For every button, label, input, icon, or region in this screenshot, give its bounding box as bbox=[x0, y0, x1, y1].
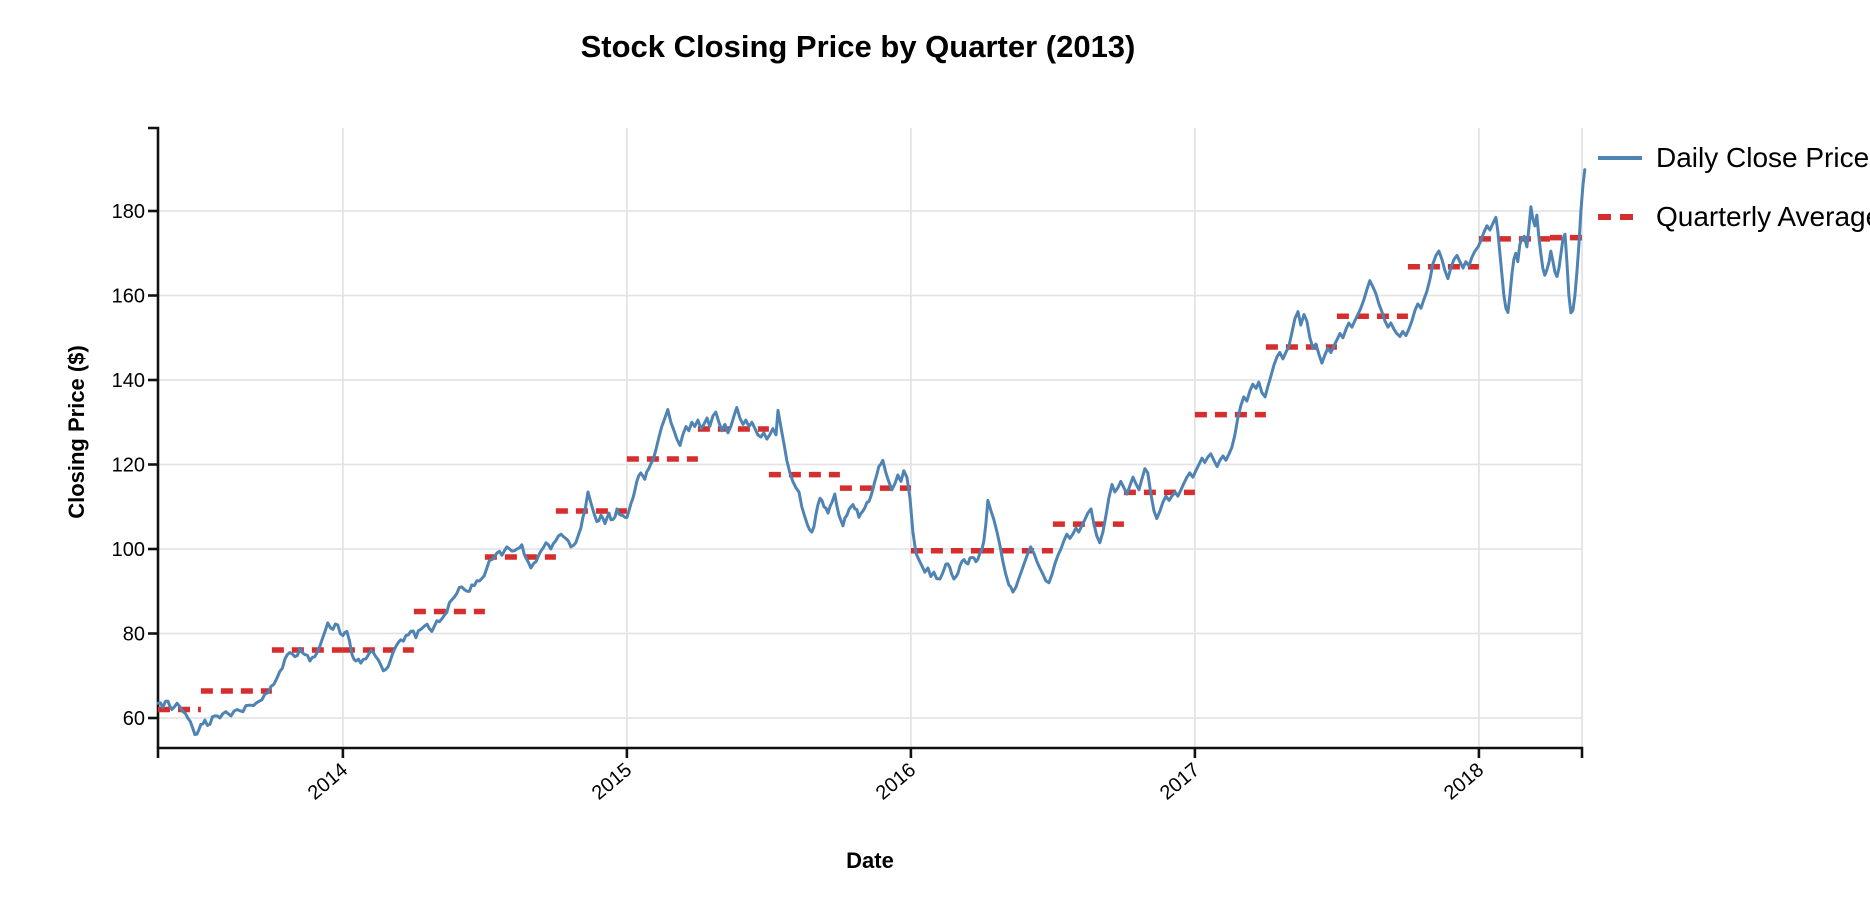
x-tick-label: 2014 bbox=[304, 759, 352, 804]
y-tick-label: 120 bbox=[112, 455, 145, 477]
axes bbox=[148, 126, 1584, 758]
x-tick-label: 2017 bbox=[1156, 759, 1204, 804]
y-tick-label: 60 bbox=[123, 708, 145, 730]
x-axis-tick-labels: 2014 2015 2016 2017 2018 bbox=[304, 759, 1488, 804]
y-axis-title: Closing Price ($) bbox=[64, 345, 89, 519]
quarterly-average-legend-label: Quarterly Average bbox=[1656, 201, 1870, 232]
x-tick-label: 2015 bbox=[588, 759, 636, 804]
y-tick-label: 80 bbox=[123, 624, 145, 646]
y-axis-tick-labels: 60 80 100 120 140 160 180 bbox=[112, 201, 145, 730]
x-axis-line bbox=[156, 746, 1584, 758]
x-tick-label: 2016 bbox=[872, 759, 920, 804]
quarterly-average-series bbox=[158, 234, 1582, 713]
y-axis-line bbox=[148, 126, 160, 748]
y-tick-label: 160 bbox=[112, 286, 145, 308]
x-axis-title: Date bbox=[846, 848, 894, 873]
chart-title: Stock Closing Price by Quarter (2013) bbox=[581, 29, 1136, 64]
x-tick-label: 2018 bbox=[1440, 759, 1488, 804]
daily-close-legend-label: Daily Close Price bbox=[1656, 142, 1869, 173]
y-tick-label: 100 bbox=[112, 539, 145, 561]
gridlines bbox=[158, 128, 1583, 748]
y-tick-label: 140 bbox=[112, 370, 145, 392]
daily-close-price-line bbox=[156, 168, 1587, 737]
legend: Daily Close Price Quarterly Average bbox=[1598, 142, 1870, 232]
y-tick-label: 180 bbox=[112, 201, 145, 223]
